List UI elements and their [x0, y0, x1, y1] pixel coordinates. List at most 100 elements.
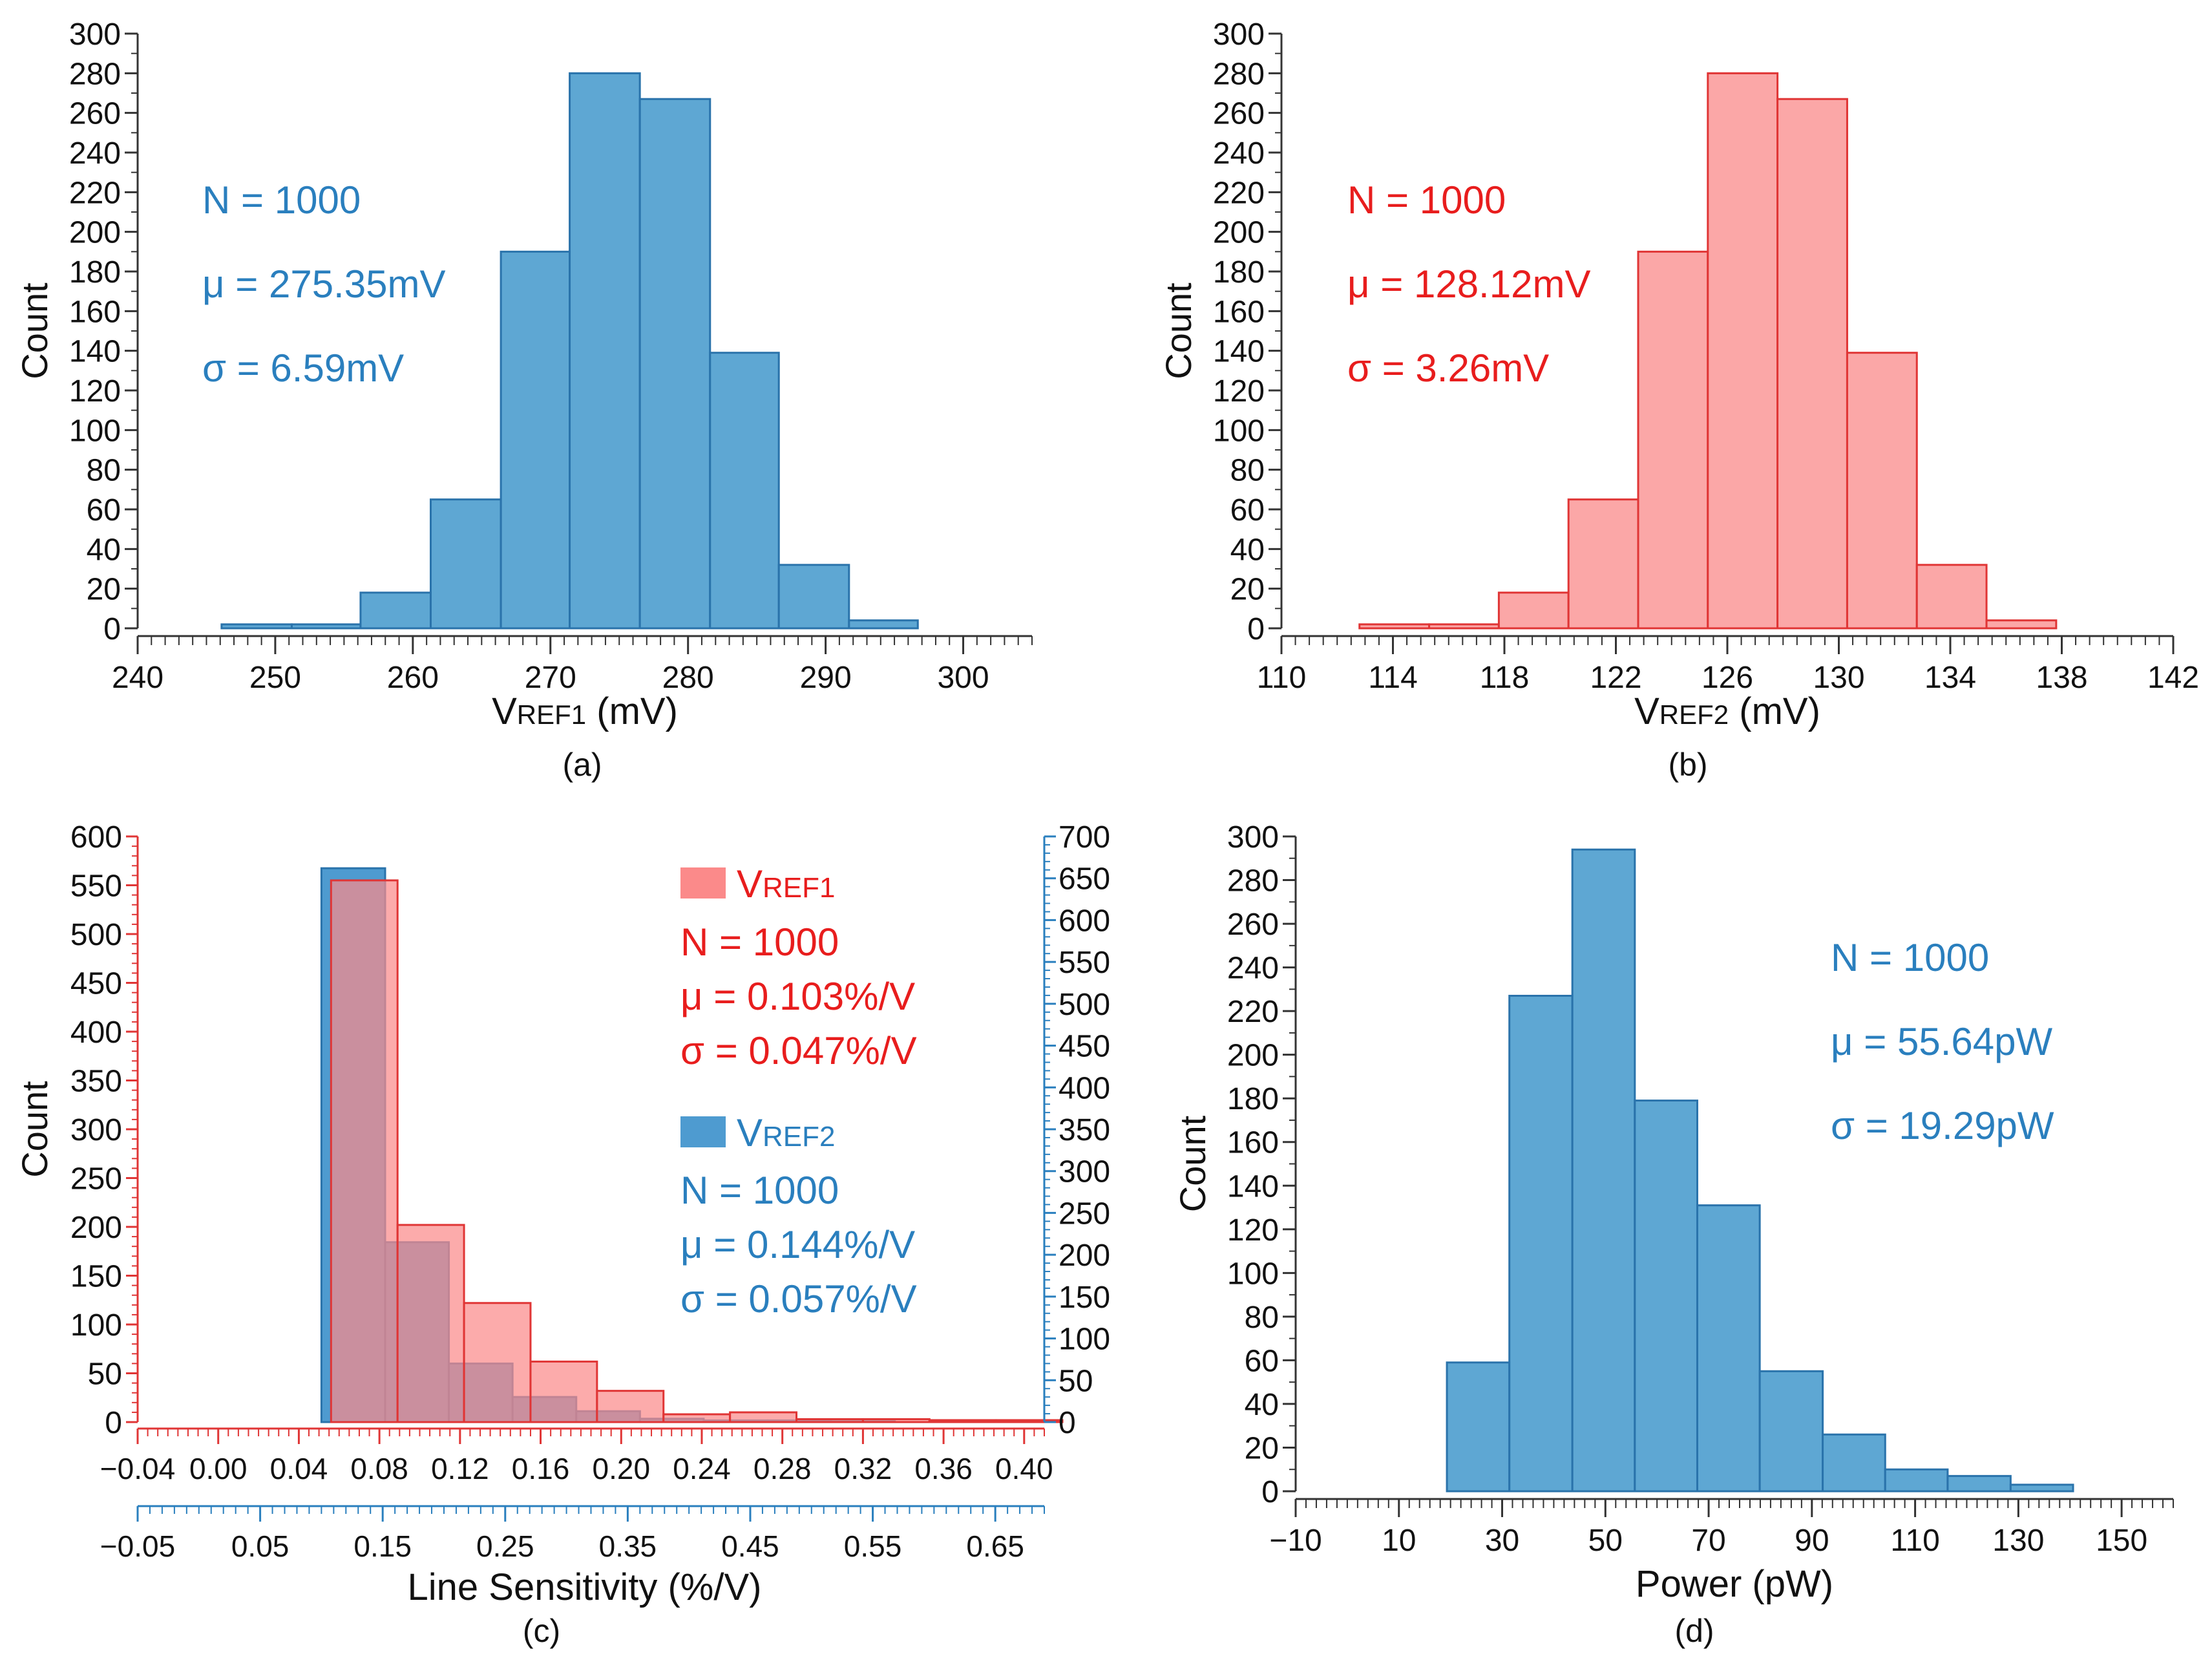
x-tick-label: 130 [1992, 1524, 2044, 1558]
left-y-tick-label: 500 [70, 918, 122, 952]
left-y-tick-label: 0 [105, 1406, 122, 1440]
y-tick-label: 200 [1213, 216, 1265, 250]
right-y-tick-label: 0 [1059, 1406, 1076, 1440]
blue-x-tick-label: 0.55 [844, 1529, 902, 1563]
y-tick-label: 100 [1213, 414, 1265, 448]
left-y-tick-label: 550 [70, 869, 122, 904]
x-tick-label: 122 [1590, 661, 1641, 695]
histogram-bar-vref1 [396, 1224, 465, 1423]
x-axis-title-sub: REF2 [1659, 699, 1729, 730]
stats-annotation: N = 1000 [680, 920, 839, 964]
histogram-bar-vref1 [596, 1390, 665, 1423]
y-tick-label: 220 [1227, 995, 1279, 1029]
y-tick-label: 200 [1227, 1039, 1279, 1073]
histogram-bar [1985, 619, 2058, 630]
y-tick-label: 100 [1227, 1257, 1279, 1291]
left-y-tick-label: 200 [70, 1211, 122, 1245]
red-x-tick-label: 0.32 [834, 1452, 892, 1485]
right-y-tick-label: 150 [1059, 1281, 1110, 1315]
stats-annotation: σ = 0.057%/V [680, 1277, 917, 1321]
y-tick-label: 140 [69, 335, 121, 369]
x-axis-title: VREF2 (mV) [1634, 690, 1820, 732]
y-tick-label: 160 [1227, 1126, 1279, 1160]
left-y-tick-label: 350 [70, 1065, 122, 1099]
y-tick-label: 240 [1213, 136, 1265, 171]
histogram-bar [430, 498, 502, 630]
stats-annotation: σ = 19.29pW [1831, 1104, 2054, 1147]
panel-caption: (b) [1668, 747, 1707, 783]
x-tick-label: 118 [1480, 661, 1530, 695]
blue-x-tick-label: 0.15 [353, 1529, 412, 1563]
histogram-bar [1508, 994, 1574, 1493]
left-y-tick-label: 300 [70, 1113, 122, 1147]
legend-label-main: V [737, 1111, 763, 1154]
histogram-bar [500, 250, 571, 630]
histogram-bar [1637, 250, 1709, 630]
y-tick-label: 280 [1227, 864, 1279, 898]
histogram-bar [709, 352, 780, 630]
y-tick-label: 60 [1230, 493, 1265, 527]
histogram-bar [1358, 623, 1431, 630]
legend-swatch-vref1 [680, 867, 726, 898]
stats-annotation: μ = 55.64pW [1831, 1020, 2052, 1063]
x-tick-label: −10 [1269, 1524, 1322, 1558]
y-tick-label: 140 [1213, 335, 1265, 369]
histogram-bar-vref1 [795, 1418, 864, 1423]
histogram-bar [1571, 848, 1636, 1493]
x-axis-title-sub: REF1 [517, 699, 586, 730]
histogram-bar [848, 619, 919, 630]
x-tick-label: 260 [387, 661, 439, 695]
y-tick-label: 20 [1245, 1431, 1279, 1465]
stats-annotation: σ = 3.26mV [1347, 346, 1549, 390]
y-tick-label: 20 [1230, 573, 1265, 607]
red-x-tick-label: 0.28 [753, 1452, 812, 1485]
histogram-bar [1497, 591, 1570, 630]
histogram-bar [290, 623, 362, 630]
stats-annotation: μ = 275.35mV [202, 262, 445, 306]
left-y-tick-label: 50 [88, 1357, 122, 1392]
histogram-bar-vref1 [995, 1419, 1064, 1423]
histogram-bar [1707, 72, 1779, 630]
histogram-bar [1884, 1468, 1949, 1493]
y-tick-label: 60 [87, 493, 121, 527]
histogram-bar [1915, 564, 1988, 630]
right-y-tick-label: 700 [1059, 820, 1110, 855]
histogram-bar [1846, 352, 1918, 630]
stats-annotation: σ = 0.047%/V [680, 1029, 917, 1072]
y-tick-label: 180 [1213, 255, 1265, 290]
histogram-bar-vref1 [662, 1413, 732, 1423]
y-tick-label: 240 [1227, 952, 1279, 986]
y-axis-title: Count [1172, 1115, 1213, 1212]
histogram-bar-vref1 [729, 1411, 798, 1423]
chart-c: 0 50 100 150 200 250 300 350 400 450 500 550 600 0 50 1… [14, 820, 1110, 1649]
y-tick-label: 300 [1213, 17, 1265, 52]
y-tick-label: 220 [69, 176, 121, 210]
legend-swatch-vref2 [680, 1116, 726, 1147]
legend-label-vref1: VREF1 [737, 862, 836, 906]
blue-x-tick-label: 0.35 [599, 1529, 657, 1563]
histogram-bar [1428, 623, 1500, 630]
y-tick-label: 40 [1245, 1388, 1279, 1422]
right-y-tick-label: 400 [1059, 1071, 1110, 1105]
histogram-bar [1822, 1433, 1886, 1493]
histogram-bar [2009, 1483, 2074, 1493]
red-x-tick-label: 0.20 [593, 1452, 651, 1485]
x-tick-label: 126 [1701, 661, 1753, 695]
right-y-tick-label: 350 [1059, 1113, 1110, 1147]
chart-b: 0 20 40 60 80 100 120 140 160 180 200 220 240 260 280 3… [1158, 17, 2199, 783]
y-axis-title: Count [14, 1081, 55, 1178]
x-axis-title-unit: (mV) [1729, 690, 1820, 732]
y-tick-label: 300 [69, 17, 121, 52]
y-tick-label: 280 [1213, 57, 1265, 91]
y-tick-label: 200 [69, 216, 121, 250]
legend-label-main: V [737, 862, 763, 906]
x-tick-label: 10 [1382, 1524, 1416, 1558]
right-y-tick-label: 200 [1059, 1239, 1110, 1273]
y-tick-label: 260 [69, 97, 121, 131]
x-tick-label: 114 [1368, 661, 1418, 695]
y-tick-label: 260 [1227, 908, 1279, 942]
right-y-tick-label: 450 [1059, 1030, 1110, 1064]
y-tick-label: 120 [69, 374, 121, 409]
